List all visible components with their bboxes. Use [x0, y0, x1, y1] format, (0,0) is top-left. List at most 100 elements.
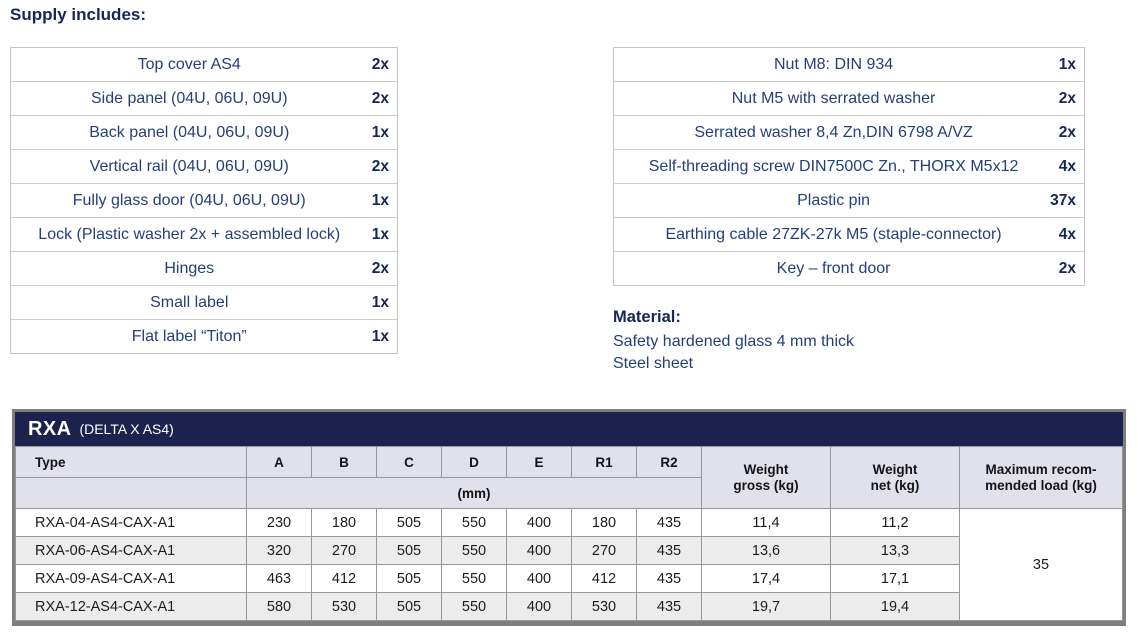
spec-table: Type A B C D E R1 R2 Weight gross (kg) W… — [15, 446, 1123, 621]
spec-header-row: Type A B C D E R1 R2 Weight gross (kg) W… — [15, 446, 1123, 509]
spec-table-panel: RXA (DELTA X AS4) Type A B C D E R1 R2 — [12, 409, 1126, 626]
supply-item-qty: 2x — [1049, 115, 1085, 150]
cell-c: 505 — [376, 564, 442, 593]
header-line: net (kg) — [870, 477, 920, 493]
supply-item-qty: 1x — [1058, 55, 1076, 73]
cell-weight-gross: 19,7 — [701, 592, 831, 621]
supply-item-qty: 2x — [371, 55, 389, 73]
cell-c: 505 — [376, 536, 442, 565]
spec-table-row: RXA-06-AS4-CAX-A1 320 270 505 550 400 27… — [15, 536, 1123, 565]
material-section: Material: Safety hardened glass 4 mm thi… — [613, 306, 1085, 375]
supply-item-qty: 1x — [363, 115, 398, 150]
supply-row: Plastic pin 37x — [613, 183, 1085, 218]
spec-table-row: RXA-09-AS4-CAX-A1 463 412 505 550 400 41… — [15, 564, 1123, 593]
cell-r2: 435 — [636, 508, 702, 537]
cell-type: RXA-12-AS4-CAX-A1 — [15, 592, 247, 621]
header-line: Weight — [743, 461, 789, 477]
supply-item-label: Side panel (04U, 06U, 09U) — [10, 81, 364, 116]
supply-list-left: Top cover AS4 2x Side panel (04U, 06U, 0… — [10, 47, 398, 354]
cell-d: 550 — [441, 592, 507, 621]
cell-r2: 435 — [636, 564, 702, 593]
supply-item-label: Fully glass door (04U, 06U, 09U) — [10, 183, 364, 218]
col-header-weight-gross: Weight gross (kg) — [701, 446, 831, 509]
supply-row: Small label 1x — [10, 285, 398, 320]
cell-e: 400 — [506, 508, 572, 537]
supply-item-label: Key – front door — [613, 251, 1050, 286]
supply-item-qty: 2x — [363, 149, 398, 184]
supply-item-label: Serrated washer 8,4 Zn,DIN 6798 A/VZ — [613, 115, 1050, 150]
col-header-type: Type — [15, 446, 247, 478]
supply-item-label: Vertical rail (04U, 06U, 09U) — [10, 149, 364, 184]
cell-weight-gross: 11,4 — [701, 508, 831, 537]
supply-item-label: Small label — [10, 285, 364, 320]
header-line: Maximum recom- — [985, 461, 1097, 477]
supply-item-qty: 1x — [363, 319, 398, 354]
cell-a: 580 — [246, 592, 312, 621]
supply-item-qty: 2x — [1049, 81, 1085, 116]
col-header-r2: R2 — [636, 446, 702, 478]
supply-item-qty: 2x — [1049, 251, 1085, 286]
supply-includes-heading: Supply includes: — [10, 5, 147, 24]
cell-weight-net: 17,1 — [830, 564, 960, 593]
unit-header: (mm) — [246, 477, 702, 509]
supply-item-label: Nut M5 with serrated washer — [613, 81, 1050, 116]
supply-row: Flat label “Titon” 1x — [10, 319, 398, 354]
supply-row: Side panel (04U, 06U, 09U) 2x — [10, 81, 398, 116]
cell-e: 400 — [506, 564, 572, 593]
supply-row: Earthing cable 27ZK-27k M5 (staple-conne… — [613, 217, 1085, 252]
cell-weight-net: 13,3 — [830, 536, 960, 565]
col-header-e: E — [506, 446, 572, 478]
supply-item-label: Back panel (04U, 06U, 09U) — [10, 115, 364, 150]
supply-item-qty: 4x — [1049, 217, 1085, 252]
supply-row: Serrated washer 8,4 Zn,DIN 6798 A/VZ 2x — [613, 115, 1085, 150]
supply-item-label: Flat label “Titon” — [10, 319, 364, 354]
cell-b: 530 — [311, 592, 377, 621]
cell-max-load: 35 — [959, 508, 1123, 621]
cell-c: 505 — [376, 592, 442, 621]
cell-a: 320 — [246, 536, 312, 565]
spec-table-row: RXA-12-AS4-CAX-A1 580 530 505 550 400 53… — [15, 592, 1123, 621]
cell-weight-gross: 13,6 — [701, 536, 831, 565]
supply-item-qty: 4x — [1049, 149, 1085, 184]
supply-item-qty: 2x — [363, 81, 398, 116]
supply-row: Key – front door 2x — [613, 251, 1085, 286]
col-header-c: C — [376, 446, 442, 478]
supply-row: Top cover AS4 2x — [11, 48, 398, 82]
cell-type: RXA-04-AS4-CAX-A1 — [15, 508, 247, 537]
cell-r2: 435 — [636, 536, 702, 565]
cell-c: 505 — [376, 508, 442, 537]
cell-e: 400 — [506, 592, 572, 621]
header-line: Weight — [872, 461, 918, 477]
supply-item-qty: 37x — [1049, 183, 1085, 218]
material-line: Steel sheet — [613, 355, 694, 372]
cell-r2: 435 — [636, 592, 702, 621]
cell-type: RXA-09-AS4-CAX-A1 — [15, 564, 247, 593]
material-line: Safety hardened glass 4 mm thick — [613, 333, 855, 350]
cell-r1: 270 — [571, 536, 637, 565]
supply-item-label: Self-threading screw DIN7500C Zn., THORX… — [613, 149, 1050, 184]
cell-a: 230 — [246, 508, 312, 537]
cell-weight-net: 11,2 — [830, 508, 960, 537]
supply-row: Self-threading screw DIN7500C Zn., THORX… — [613, 149, 1085, 184]
col-header-b: B — [311, 446, 377, 478]
col-header-a: A — [246, 446, 312, 478]
header-line: mended load (kg) — [985, 477, 1097, 493]
supply-item-label: Nut M8: DIN 934 — [773, 55, 894, 73]
cell-r1: 180 — [571, 508, 637, 537]
right-column: Nut M8: DIN 934 1x Nut M5 with serrated … — [613, 47, 1085, 375]
spec-table-titlebar: RXA (DELTA X AS4) — [15, 412, 1123, 446]
cell-b: 270 — [311, 536, 377, 565]
col-header-weight-net: Weight net (kg) — [830, 446, 960, 509]
supply-item-qty: 1x — [363, 183, 398, 218]
supply-item-label: Hinges — [10, 251, 364, 286]
cell-type: RXA-06-AS4-CAX-A1 — [15, 536, 247, 565]
spec-series-title: RXA — [28, 417, 72, 440]
cell-r1: 530 — [571, 592, 637, 621]
supply-row: Hinges 2x — [10, 251, 398, 286]
supply-row: Nut M5 with serrated washer 2x — [613, 81, 1085, 116]
cell-d: 550 — [441, 536, 507, 565]
cell-b: 412 — [311, 564, 377, 593]
spec-table-row: RXA-04-AS4-CAX-A1 230 180 505 550 400 18… — [15, 508, 1123, 621]
cell-b: 180 — [311, 508, 377, 537]
